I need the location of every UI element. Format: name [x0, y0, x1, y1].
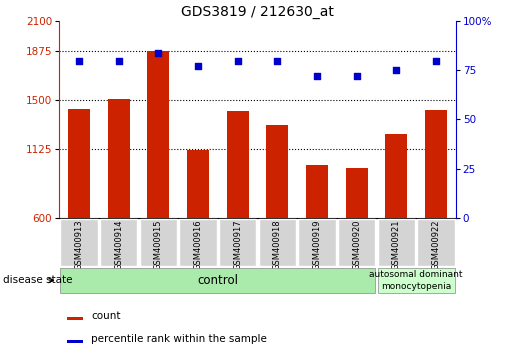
Text: GSM400913: GSM400913: [75, 220, 83, 270]
Text: control: control: [197, 274, 238, 287]
Title: GDS3819 / 212630_at: GDS3819 / 212630_at: [181, 5, 334, 19]
Bar: [306, 165, 328, 218]
FancyBboxPatch shape: [60, 268, 375, 293]
Bar: [385, 134, 407, 218]
Text: GSM400921: GSM400921: [392, 220, 401, 270]
Point: [75, 58, 83, 63]
FancyBboxPatch shape: [100, 219, 138, 266]
Bar: [68, 109, 90, 218]
FancyBboxPatch shape: [298, 219, 336, 266]
FancyBboxPatch shape: [259, 219, 296, 266]
Point: [154, 50, 162, 56]
Point: [313, 73, 321, 79]
Text: count: count: [91, 310, 121, 321]
Bar: [425, 110, 447, 218]
Point: [273, 58, 281, 63]
Bar: [346, 168, 368, 218]
Text: autosomal dominant
monocytopenia: autosomal dominant monocytopenia: [369, 270, 463, 291]
Text: GSM400919: GSM400919: [313, 220, 321, 270]
Text: GSM400918: GSM400918: [273, 220, 282, 270]
Bar: [147, 51, 169, 218]
FancyBboxPatch shape: [377, 268, 455, 293]
FancyBboxPatch shape: [219, 219, 256, 266]
Point: [233, 58, 242, 63]
FancyBboxPatch shape: [338, 219, 375, 266]
Text: GSM400915: GSM400915: [154, 220, 163, 270]
Point: [352, 73, 360, 79]
Text: GSM400920: GSM400920: [352, 220, 361, 270]
Point: [392, 68, 401, 73]
Bar: [67, 340, 83, 343]
Point: [432, 58, 440, 63]
Bar: [266, 125, 288, 218]
Bar: [187, 150, 209, 218]
FancyBboxPatch shape: [60, 219, 98, 266]
FancyBboxPatch shape: [179, 219, 217, 266]
Bar: [67, 317, 83, 320]
Text: percentile rank within the sample: percentile rank within the sample: [91, 333, 267, 344]
Text: GSM400917: GSM400917: [233, 220, 242, 270]
Point: [194, 64, 202, 69]
Text: GSM400914: GSM400914: [114, 220, 123, 270]
Text: GSM400916: GSM400916: [194, 220, 202, 270]
FancyBboxPatch shape: [377, 219, 415, 266]
Text: disease state: disease state: [3, 275, 72, 285]
Bar: [108, 98, 130, 218]
Bar: [227, 111, 249, 218]
FancyBboxPatch shape: [417, 219, 455, 266]
Point: [114, 58, 123, 63]
Text: GSM400922: GSM400922: [432, 220, 440, 270]
FancyBboxPatch shape: [140, 219, 177, 266]
